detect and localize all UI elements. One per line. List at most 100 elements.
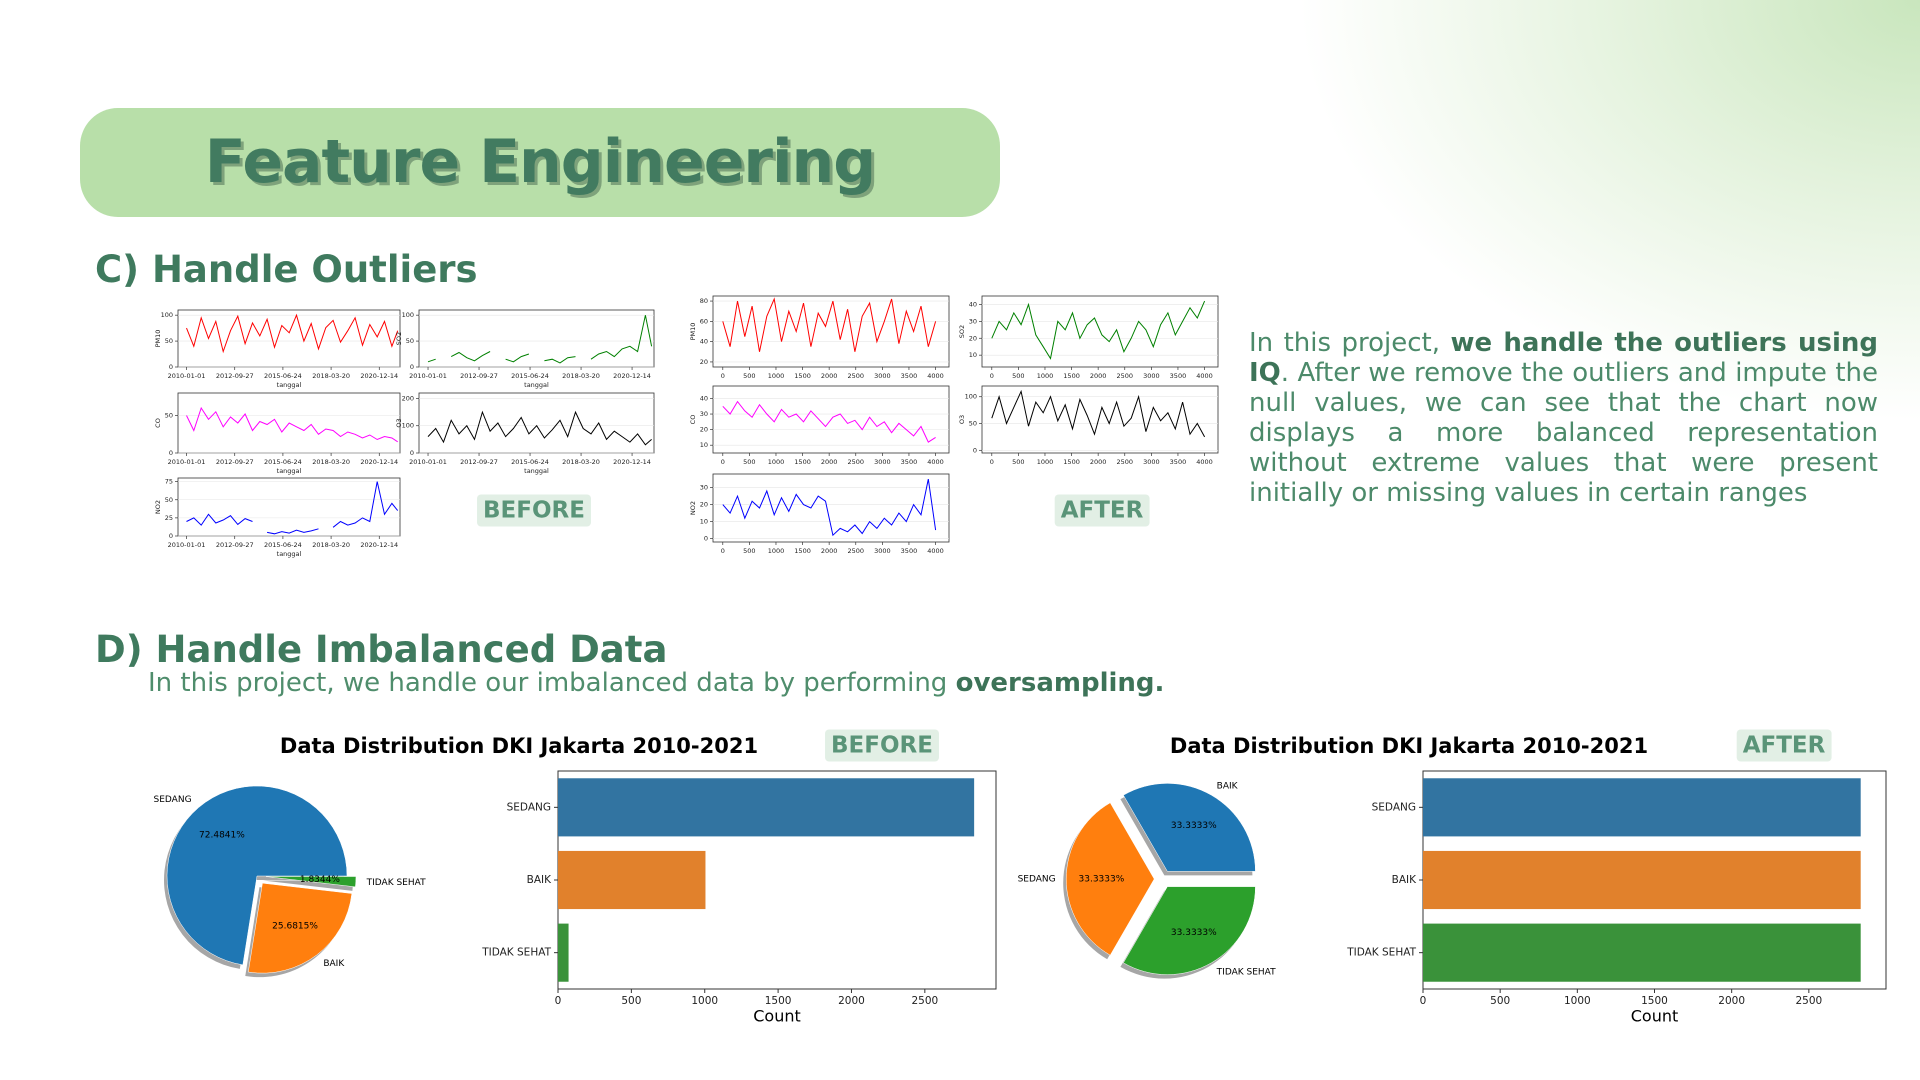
y-tick-label: 10 xyxy=(969,351,977,359)
y-tick-label: 10 xyxy=(700,441,708,449)
pie-wedge xyxy=(1065,802,1155,956)
text: In this project, we handle our imbalance… xyxy=(148,668,956,698)
x-axis-label: tanggal xyxy=(524,467,549,475)
chart-title: Data Distribution DKI Jakarta 2010-2021 xyxy=(280,734,758,758)
y-tick-label: TIDAK SEHAT xyxy=(481,947,551,959)
pie-wedge xyxy=(247,882,353,974)
series-line xyxy=(722,400,936,443)
x-tick-label: 2020-12-14 xyxy=(613,458,651,466)
pie-value-label: 72.4841% xyxy=(199,830,245,840)
bar xyxy=(558,923,569,982)
x-tick-label: 4000 xyxy=(927,372,944,380)
x-tick-label: 2010-01-01 xyxy=(409,458,447,466)
pie-label: TIDAK SEHAT xyxy=(1216,967,1276,977)
pie-wedge xyxy=(1123,783,1256,872)
y-axis-label: NO2 xyxy=(689,501,697,515)
x-tick-label: 2015-06-24 xyxy=(511,458,549,466)
y-tick-label: 100 xyxy=(965,393,977,401)
x-tick-label: 1000 xyxy=(768,372,785,380)
pie-value-label: 1.8344% xyxy=(300,875,340,885)
x-axis-label: tanggal xyxy=(524,381,549,389)
series-line xyxy=(186,406,398,443)
bar xyxy=(1423,778,1861,837)
pie-label: SEDANG xyxy=(1018,875,1056,885)
x-tick-label: 3000 xyxy=(874,372,891,380)
x-tick-label: 2500 xyxy=(847,372,864,380)
x-tick-label: 4000 xyxy=(1196,372,1213,380)
series-line xyxy=(991,389,1206,438)
x-tick-label: 2015-06-24 xyxy=(264,458,302,466)
y-tick-label: SEDANG xyxy=(507,801,551,813)
y-tick-label: 60 xyxy=(700,317,708,325)
x-tick-label: 3000 xyxy=(1143,372,1160,380)
y-tick-label: 50 xyxy=(165,496,173,504)
y-axis-label: NO2 xyxy=(154,500,162,514)
x-tick-label: 1000 xyxy=(1037,372,1054,380)
x-tick-label: 2018-03-20 xyxy=(312,372,350,380)
state-label: BEFORE xyxy=(483,498,585,524)
y-tick-label: 40 xyxy=(700,394,708,402)
x-tick-label: 2018-03-20 xyxy=(562,458,600,466)
y-tick-label: TIDAK SEHAT xyxy=(1346,947,1416,959)
x-tick-label: 2020-12-14 xyxy=(360,372,398,380)
x-tick-label: 2000 xyxy=(838,995,865,1007)
y-tick-label: 0 xyxy=(410,449,414,457)
x-tick-label: 2015-06-24 xyxy=(264,372,302,380)
series-line xyxy=(186,481,399,535)
x-tick-label: 0 xyxy=(990,458,994,466)
y-axis-label: CO xyxy=(689,415,697,425)
y-tick-label: 50 xyxy=(165,412,173,420)
x-tick-label: 2015-06-24 xyxy=(511,372,549,380)
x-tick-label: 3000 xyxy=(1143,458,1160,466)
x-tick-label: 1500 xyxy=(765,995,792,1007)
x-tick-label: 0 xyxy=(721,372,725,380)
x-tick-label: 1000 xyxy=(691,995,718,1007)
outlier-paragraph: In this project, we handle the outliers … xyxy=(1249,328,1878,508)
y-tick-label: 50 xyxy=(969,420,977,428)
x-tick-label: 0 xyxy=(721,458,725,466)
x-tick-label: 0 xyxy=(990,372,994,380)
x-tick-label: 2500 xyxy=(847,547,864,555)
y-tick-label: BAIK xyxy=(1392,874,1417,886)
y-axis-label: PM10 xyxy=(154,330,162,348)
x-tick-label: 3000 xyxy=(874,547,891,555)
text: In this project, xyxy=(1249,328,1451,358)
panel-frame xyxy=(712,473,950,543)
pie-value-label: 33.3333% xyxy=(1079,875,1125,885)
bold-text: oversampling. xyxy=(955,668,1165,698)
y-tick-label: 50 xyxy=(165,337,173,345)
y-tick-label: 200 xyxy=(402,394,414,402)
x-tick-label: 2000 xyxy=(1718,995,1745,1007)
x-tick-label: 2000 xyxy=(821,547,838,555)
bar xyxy=(1423,850,1861,910)
title-pill xyxy=(80,108,1000,217)
x-axis-label: tanggal xyxy=(277,550,302,558)
series-line xyxy=(186,313,399,354)
series-line xyxy=(722,297,937,352)
y-tick-label: 25 xyxy=(165,514,173,522)
y-tick-label: 100 xyxy=(161,311,173,319)
x-tick-label: 2018-03-20 xyxy=(312,541,350,549)
x-tick-label: 0 xyxy=(555,995,562,1007)
state-label: AFTER xyxy=(1743,733,1826,759)
pie-label: SEDANG xyxy=(154,795,192,805)
x-tick-label: 500 xyxy=(1012,458,1024,466)
y-tick-label: 30 xyxy=(700,484,708,492)
pie-value-label: 25.6815% xyxy=(272,922,318,932)
x-axis-label: Count xyxy=(1631,1007,1679,1026)
panel-frame xyxy=(177,477,401,537)
x-tick-label: 2010-01-01 xyxy=(168,372,206,380)
text: . After we remove the outliers and imput… xyxy=(1249,358,1878,508)
pie-label: BAIK xyxy=(1217,782,1239,792)
x-tick-label: 2010-01-01 xyxy=(168,458,206,466)
x-tick-label: 4000 xyxy=(927,547,944,555)
y-tick-label: 20 xyxy=(700,501,708,509)
slide-title: Feature Engineering xyxy=(204,127,876,197)
x-tick-label: 1500 xyxy=(1063,458,1080,466)
x-tick-label: 2018-03-20 xyxy=(312,458,350,466)
x-tick-label: 2012-09-27 xyxy=(216,541,254,549)
y-axis-label: O3 xyxy=(958,415,966,424)
y-tick-label: 10 xyxy=(700,518,708,526)
y-tick-label: 0 xyxy=(169,532,173,540)
